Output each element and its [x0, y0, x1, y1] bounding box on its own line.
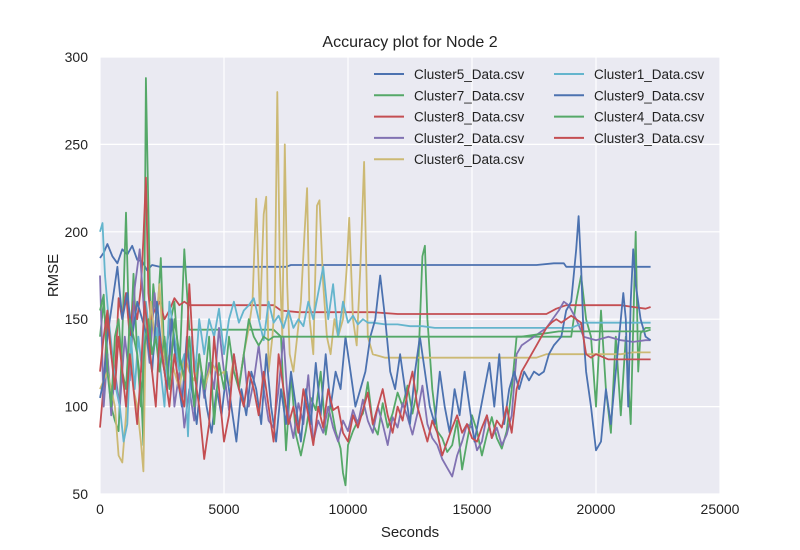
legend-label: Cluster2_Data.csv	[414, 131, 525, 146]
series-line-4	[99, 248, 651, 478]
legend: Cluster5_Data.csv Cluster7_Data.csv Cluste…	[374, 67, 705, 167]
x-tick-label: 20000	[577, 501, 616, 517]
series-line-8	[99, 293, 651, 425]
series-line-3	[99, 176, 651, 428]
y-tick-label: 50	[72, 486, 88, 502]
x-tick-label: 15000	[453, 501, 492, 517]
series-line-9	[99, 283, 651, 460]
grid-lines	[99, 56, 721, 495]
chart-title: Accuracy plot for Node 2	[322, 34, 497, 51]
legend-label: Cluster5_Data.csv	[414, 67, 525, 82]
y-tick-label: 300	[65, 49, 89, 65]
legend-label: Cluster4_Data.csv	[594, 110, 705, 125]
x-tick-label: 25000	[701, 501, 740, 517]
x-tick-label: 10000	[329, 501, 368, 517]
x-tick-label: 0	[96, 501, 104, 517]
legend-label: Cluster3_Data.csv	[594, 131, 705, 146]
y-axis-label: RMSE	[45, 254, 62, 297]
legend-label: Cluster7_Data.csv	[414, 88, 525, 103]
series-lines	[99, 77, 652, 487]
series-line-6	[99, 222, 651, 443]
series-line-1	[99, 243, 651, 272]
tick-labels: 0 5000 10000 15000 20000 25000 50 100 150 200 250 3…	[65, 49, 740, 517]
y-tick-label: 250	[65, 136, 89, 152]
x-tick-label: 5000	[208, 501, 239, 517]
legend-label: Cluster9_Data.csv	[594, 88, 705, 103]
y-tick-label: 150	[65, 311, 89, 327]
y-tick-label: 100	[65, 399, 89, 415]
series-line-5	[99, 91, 651, 473]
legend-label: Cluster1_Data.csv	[594, 67, 705, 82]
x-axis-label: Seconds	[381, 524, 439, 541]
y-tick-label: 200	[65, 224, 89, 240]
legend-label: Cluster6_Data.csv	[414, 152, 525, 167]
legend-label: Cluster8_Data.csv	[414, 110, 525, 125]
